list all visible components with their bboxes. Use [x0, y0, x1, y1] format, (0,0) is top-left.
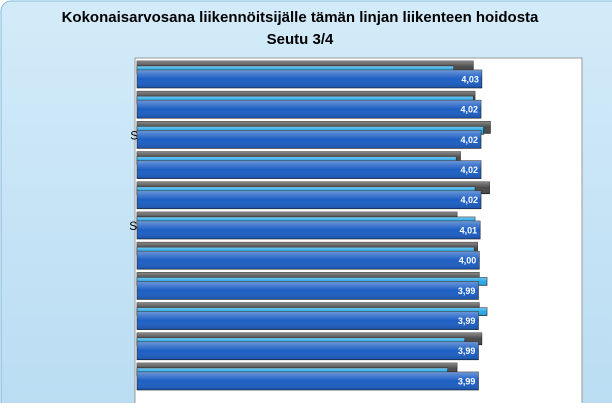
bar-shade: [137, 130, 482, 149]
value-label: 3,99: [458, 316, 476, 326]
value-label: 4,02: [460, 135, 478, 145]
bar-shade: [137, 251, 480, 270]
value-label: 3,99: [458, 376, 476, 386]
value-label: 4,02: [460, 195, 478, 205]
value-label: 4,02: [460, 165, 478, 175]
value-label: 4,03: [461, 74, 479, 84]
bar-shade: [137, 160, 482, 179]
value-label: 4,02: [460, 105, 478, 115]
chart-subtitle: Seutu 3/4: [267, 31, 334, 48]
value-label: 3,99: [458, 346, 476, 356]
bar-shade: [137, 70, 482, 88]
bar-shade: [137, 221, 481, 239]
value-label: 4,00: [459, 256, 477, 266]
chart-title: Kokonaisarvosana liikennöitsijälle tämän…: [62, 9, 539, 26]
value-label: 3,99: [458, 286, 476, 296]
bar-shade: [137, 100, 482, 119]
bar-shade: [137, 281, 479, 300]
bar-shade: [137, 372, 479, 390]
bar-shade: [137, 341, 479, 360]
bar-shade: [137, 311, 479, 330]
value-label: 4,01: [460, 225, 478, 235]
bar-shade: [137, 190, 482, 209]
